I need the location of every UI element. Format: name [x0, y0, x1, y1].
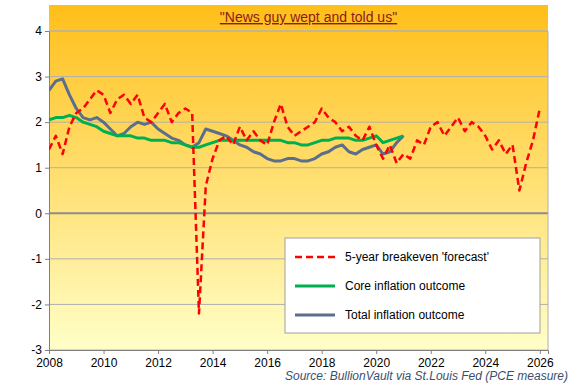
x-tick-mark [158, 350, 159, 354]
x-tick-mark [322, 350, 323, 354]
x-tick: 2010 [91, 350, 118, 370]
x-tick-label: 2012 [145, 356, 172, 370]
y-tick-mark [45, 77, 49, 78]
y-tick-mark [45, 304, 49, 305]
x-tick-mark [104, 350, 105, 354]
y-tick: 0 [35, 207, 49, 221]
grid-line [49, 167, 548, 168]
y-tick-label: -2 [31, 298, 42, 312]
title: "News guy wept and told us" [220, 9, 397, 25]
legend-swatch [295, 314, 335, 317]
x-tick-mark [213, 350, 214, 354]
legend-box [285, 238, 540, 333]
y-tick: -3 [31, 343, 49, 357]
y-tick-mark [45, 259, 49, 260]
x-tick-mark [540, 350, 541, 354]
y-tick: 4 [35, 24, 49, 38]
y-tick-label: 3 [35, 70, 42, 84]
y-axis-line [45, 32, 50, 351]
x-tick: 2012 [145, 350, 172, 370]
legend-label: Total inflation outcome [345, 308, 465, 322]
x-tick: 2018 [309, 350, 336, 370]
y-axis: -3 -2 -1 0 1 2 3 4 [31, 24, 49, 357]
y-tick: 3 [35, 70, 49, 84]
y-tick-label: 2 [35, 115, 42, 129]
legend-swatch [295, 285, 335, 288]
y-tick: 1 [35, 161, 49, 175]
x-tick-mark [431, 350, 432, 354]
series-line [49, 79, 403, 161]
series-line [49, 115, 403, 147]
x-tick: 2022 [418, 350, 445, 370]
grid-line [49, 76, 548, 77]
source-note: Source: BullionVault via St.Louis Fed (P… [285, 369, 568, 383]
x-tick-label: 2016 [254, 356, 281, 370]
y-tick-label: 0 [35, 207, 42, 221]
legend-label: 5-year breakeven 'forecast' [345, 250, 489, 264]
y-tick-mark [45, 168, 49, 169]
plot-background [49, 5, 548, 350]
y-tick-mark [45, 213, 49, 214]
legend: 5-year breakeven 'forecast' Core inflatio… [285, 238, 540, 333]
y-tick-label: 1 [35, 161, 42, 175]
x-tick: 2026 [527, 350, 554, 370]
y-tick-label: -3 [31, 343, 42, 357]
grid [49, 31, 548, 350]
y-tick-mark [45, 122, 49, 123]
x-axis-line [50, 351, 549, 355]
x-tick-label: 2014 [200, 356, 227, 370]
x-tick-label: 2010 [91, 356, 118, 370]
chart: 2008201020122014201620182020202220242026… [0, 0, 577, 384]
y-tick-mark [45, 350, 49, 351]
x-tick-mark [376, 350, 377, 354]
plot-frame [49, 31, 548, 350]
x-tick-label: 2008 [36, 356, 63, 370]
y-tick: 2 [35, 115, 49, 129]
x-tick-mark [485, 350, 486, 354]
x-tick-mark [267, 350, 268, 354]
y-tick: -1 [31, 252, 49, 266]
y-tick-mark [45, 31, 49, 32]
legend-label: Core inflation outcome [345, 279, 465, 293]
y-tick: -2 [31, 298, 49, 312]
legend-swatch [295, 256, 335, 259]
x-tick: 2014 [200, 350, 227, 370]
y-tick-label: -1 [31, 252, 42, 266]
x-axis: 2008 2010 2012 2014 2016 2018 2020 2022 2024 2026 [36, 350, 554, 370]
grid-line [49, 212, 548, 214]
x-tick: 2020 [363, 350, 390, 370]
x-tick: 2024 [472, 350, 499, 370]
y-tick-label: 4 [35, 24, 42, 38]
x-tick: 2016 [254, 350, 281, 370]
